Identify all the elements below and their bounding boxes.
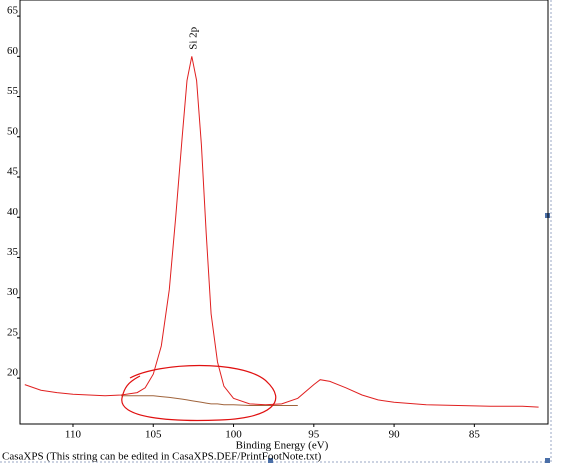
highlight-ellipse — [121, 364, 277, 422]
background-line — [121, 395, 298, 406]
plot-area: 20 25 30 35 40 45 50 55 60 65 110 105 100 95 90 85 Si 2p — [7, 5, 539, 441]
y-tick-label: 50 — [7, 125, 19, 137]
peak-label: Si 2p — [187, 26, 199, 49]
y-tick-label: 25 — [7, 326, 19, 338]
resize-handle[interactable] — [545, 458, 550, 463]
y-tick-label: 35 — [7, 246, 19, 258]
spectrum-line — [24, 56, 539, 408]
x-tick-label: 110 — [65, 429, 82, 441]
y-tick-label: 65 — [7, 5, 19, 17]
x-tick-label: 85 — [469, 429, 481, 441]
x-tick-label: 105 — [145, 429, 162, 441]
plot-frame — [19, 0, 549, 425]
y-tick-label: 45 — [7, 166, 19, 178]
y-tick-label: 55 — [7, 85, 19, 97]
y-tick-label: 20 — [7, 367, 19, 379]
y-tick-label: 60 — [7, 45, 19, 57]
resize-handle[interactable] — [268, 458, 273, 463]
footer-note: CasaXPS (This string can be edited in Ca… — [2, 451, 322, 463]
x-tick-label: 100 — [225, 429, 242, 441]
y-tick-label: 30 — [7, 286, 19, 298]
x-tick-label: 90 — [389, 429, 401, 441]
x-axis-label: Binding Energy (eV) — [236, 440, 329, 452]
x-tick-label: 95 — [308, 429, 320, 441]
y-tick-label: 40 — [7, 206, 19, 218]
